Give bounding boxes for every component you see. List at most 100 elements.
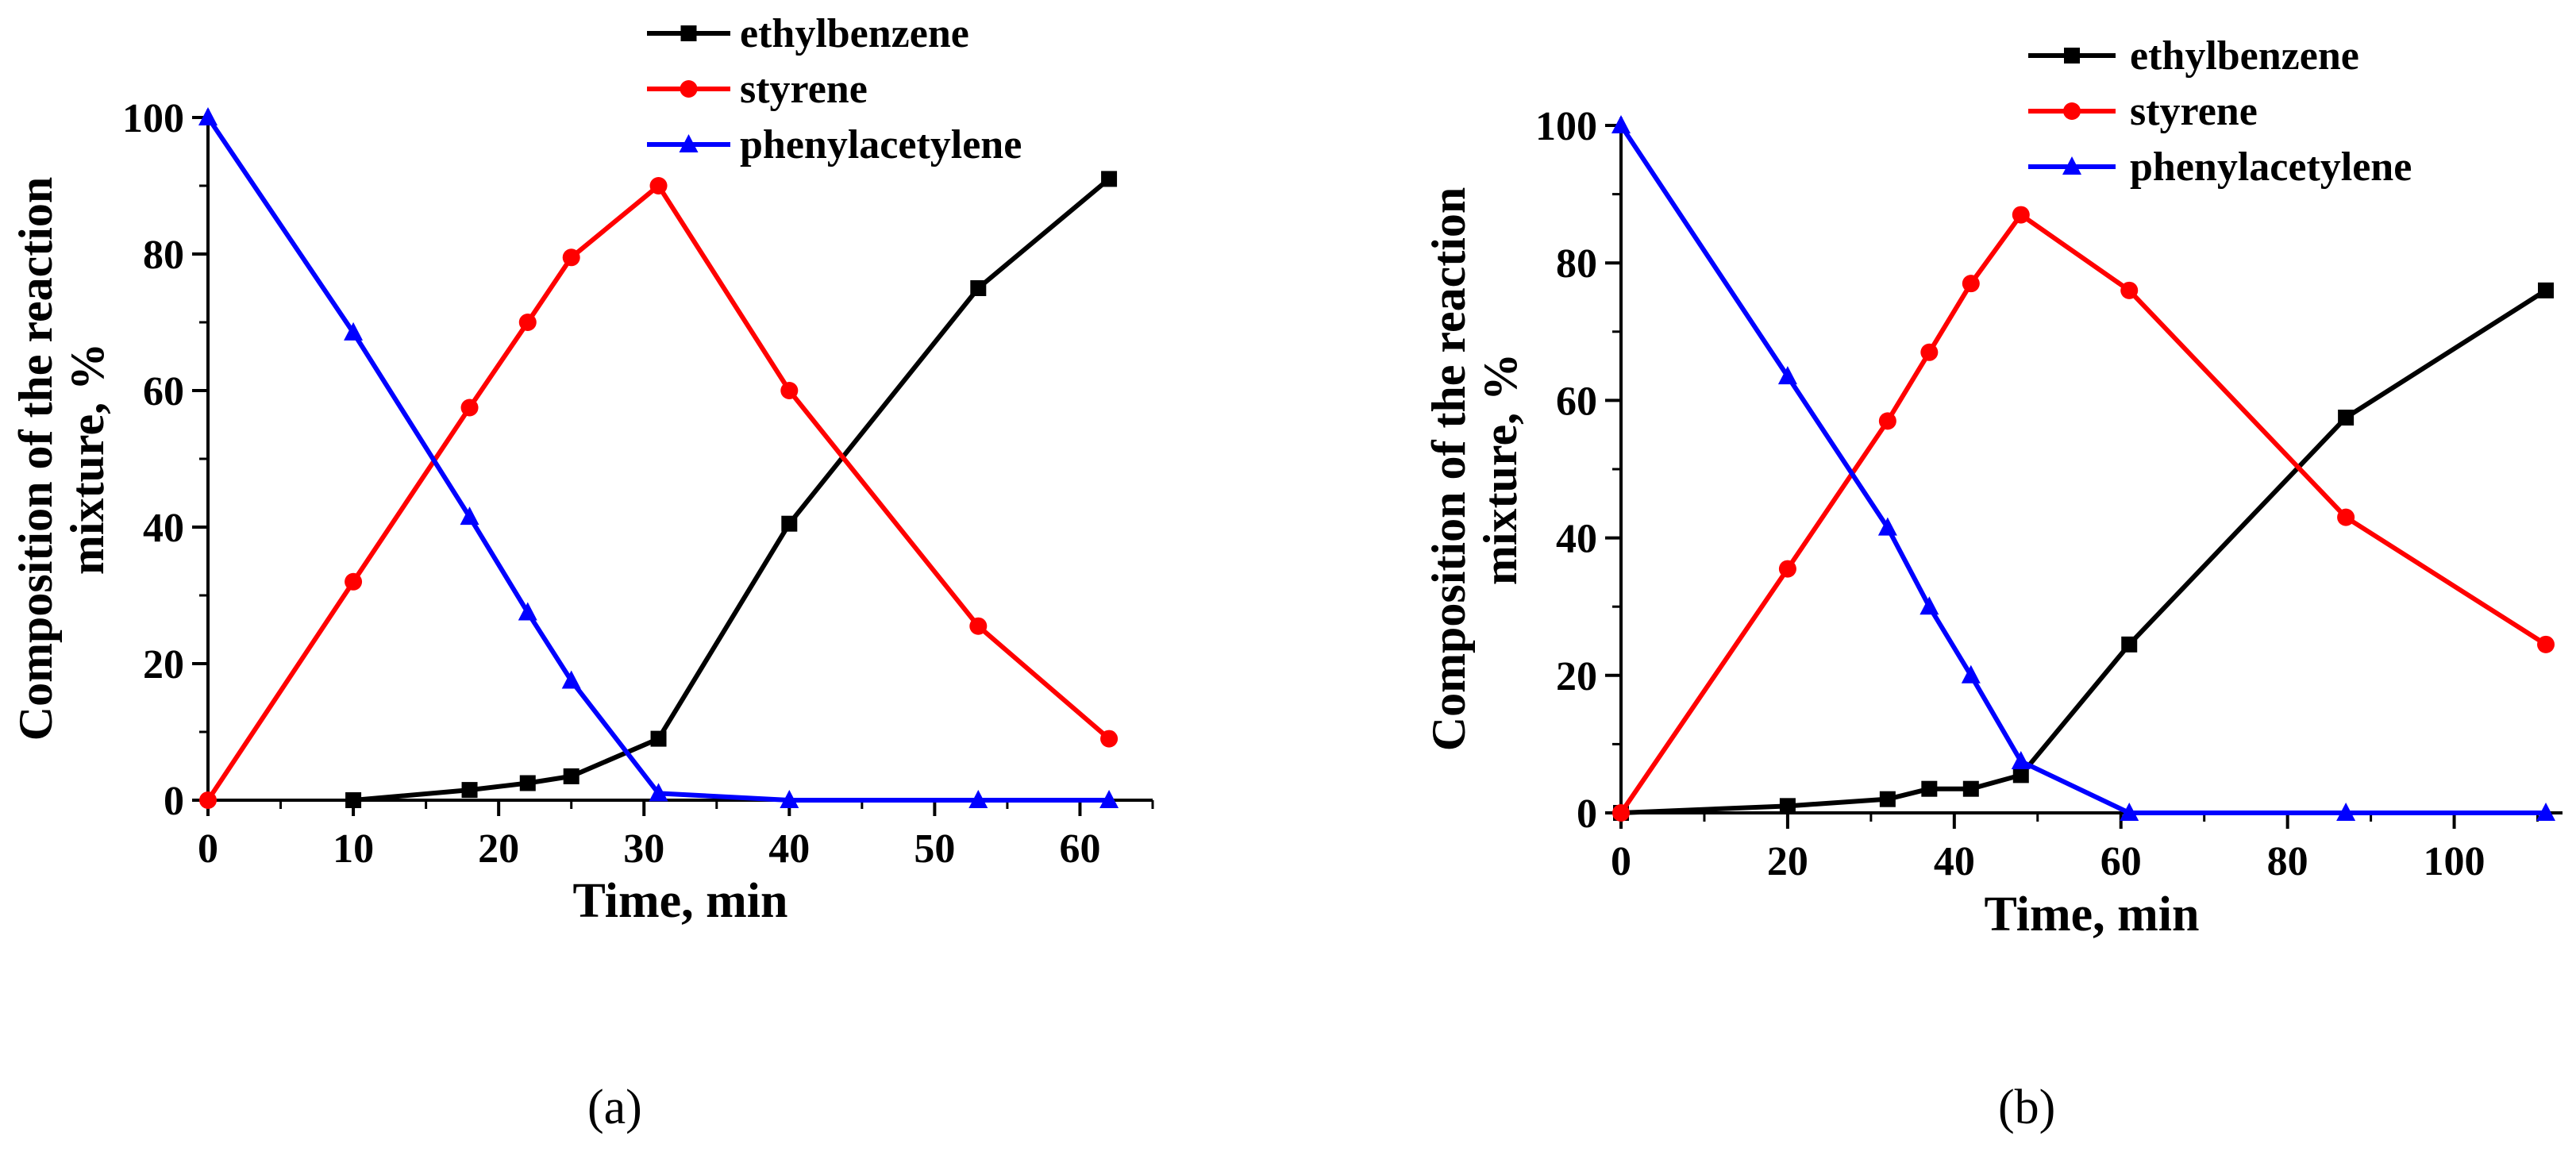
series-line-styrene <box>1619 212 2547 814</box>
chart-panel-b: 0 20 40 60 80 100 0 20 40 60 80 100 Time, min Composi… <box>1423 33 2563 941</box>
data-point-triangle <box>561 670 581 689</box>
data-point-square <box>1879 791 1896 807</box>
chart-panel-a: 0 10 20 30 40 50 60 0 20 40 60 80 100 Time, min Compos… <box>10 11 1154 928</box>
data-point-triangle <box>679 134 699 152</box>
data-point-square <box>650 730 667 747</box>
data-point-circle <box>199 791 217 809</box>
legend-item-styrene: styrene <box>647 67 868 112</box>
data-point-circle <box>345 572 363 591</box>
data-point-triangle <box>198 107 218 125</box>
data-point-circle <box>649 177 668 194</box>
x-tick-label: 60 <box>2100 839 2142 884</box>
y-axis-title-line: Composition of the reaction <box>1423 187 1475 752</box>
data-point-square <box>1921 780 1938 797</box>
y-tick-label: 0 <box>1577 791 1597 837</box>
legend-label: ethylbenzene <box>2130 33 2359 79</box>
x-axis-title: Time, min <box>573 874 788 928</box>
x-axis-title: Time, min <box>1985 888 2200 941</box>
data-point-triangle <box>1777 366 1797 385</box>
series-ethylbenzene <box>1613 282 2555 821</box>
data-point-circle <box>518 314 537 331</box>
series-line-ethylbenzene <box>1620 288 2547 815</box>
legend-label: styrene <box>740 67 868 112</box>
data-point-square <box>2012 767 2029 784</box>
y-tick-label: 100 <box>1535 104 1597 149</box>
x-tick-label: 40 <box>768 826 810 872</box>
x-tick-label: 20 <box>478 826 519 872</box>
legend-item-phenylacetylene: phenylacetylene <box>2028 144 2412 190</box>
x-tick-label: 80 <box>2267 839 2308 884</box>
data-point-circle <box>2012 206 2030 224</box>
x-tick-label: 30 <box>623 826 664 872</box>
data-point-square <box>345 792 362 808</box>
data-point-triangle <box>1919 596 1939 615</box>
data-point-square <box>1962 780 1979 797</box>
data-point-triangle <box>518 602 537 621</box>
panel-label-a: (a) <box>587 1080 642 1134</box>
data-point-triangle <box>649 783 668 802</box>
x-tick-label: 100 <box>2424 839 2486 884</box>
data-point-circle <box>680 80 698 98</box>
legend-item-styrene: styrene <box>2028 89 2258 134</box>
data-point-circle <box>1962 275 1980 293</box>
data-point-square <box>2538 282 2555 298</box>
data-point-triangle <box>2120 803 2139 821</box>
y-tick-label: 80 <box>143 233 184 278</box>
legend-item-ethylbenzene: ethylbenzene <box>2028 33 2359 79</box>
y-tick-label: 60 <box>143 369 184 414</box>
legend-label: phenylacetylene <box>740 122 1022 167</box>
series-ethylbenzene <box>345 171 1118 808</box>
data-point-triangle <box>460 506 479 526</box>
series-styrene <box>199 177 1119 809</box>
series-line-phenylacetylene <box>206 116 1110 803</box>
y-tick-label: 20 <box>1556 654 1597 699</box>
data-point-circle <box>969 617 988 635</box>
data-point-square <box>519 775 536 791</box>
data-point-circle <box>1778 560 1796 578</box>
data-point-square <box>1779 798 1796 814</box>
data-point-triangle <box>1099 790 1119 808</box>
data-point-square <box>1101 171 1118 187</box>
y-axis-title-line: mixture, % <box>61 343 114 575</box>
y-tick-label: 0 <box>164 779 184 824</box>
data-point-triangle <box>968 790 988 808</box>
y-axis-title-line: mixture, % <box>1474 353 1527 585</box>
data-point-triangle <box>780 790 799 808</box>
y-axis-title-line: Composition of the reaction <box>10 177 62 741</box>
data-point-triangle <box>1611 115 1631 133</box>
data-point-circle <box>1100 730 1119 748</box>
legend: ethylbenzene styrene phenylacetylene <box>2028 33 2412 190</box>
y-tick-label: 60 <box>1556 379 1597 424</box>
data-point-triangle <box>344 322 364 341</box>
data-point-circle <box>2537 635 2555 653</box>
data-point-circle <box>2120 281 2139 299</box>
data-point-square <box>970 280 987 296</box>
data-point-triangle <box>1961 664 1981 683</box>
series-phenylacetylene <box>1611 115 2556 821</box>
series-styrene <box>1612 206 2555 822</box>
legend-item-ethylbenzene: ethylbenzene <box>647 11 969 56</box>
data-point-circle <box>1920 343 1939 361</box>
data-point-triangle <box>2536 803 2556 821</box>
y-tick-label: 100 <box>122 96 184 141</box>
data-point-square <box>563 768 580 784</box>
data-point-circle <box>562 248 580 267</box>
legend-label: styrene <box>2130 89 2258 134</box>
series-line-styrene <box>206 183 1111 802</box>
data-point-square <box>461 782 478 799</box>
x-tick-label: 10 <box>333 826 374 872</box>
series-phenylacetylene <box>198 107 1119 808</box>
x-tick-label: 0 <box>1611 839 1631 884</box>
legend-item-phenylacetylene: phenylacetylene <box>647 122 1022 167</box>
data-point-triangle <box>2336 803 2356 821</box>
x-tick-label: 50 <box>914 826 955 872</box>
data-point-square <box>2121 636 2138 653</box>
x-tick-label: 20 <box>1767 839 1808 884</box>
data-point-circle <box>1612 804 1630 822</box>
data-point-circle <box>780 382 799 399</box>
data-point-circle <box>460 399 479 417</box>
data-point-triangle <box>1877 517 1897 536</box>
y-tick-label: 40 <box>1556 517 1597 562</box>
